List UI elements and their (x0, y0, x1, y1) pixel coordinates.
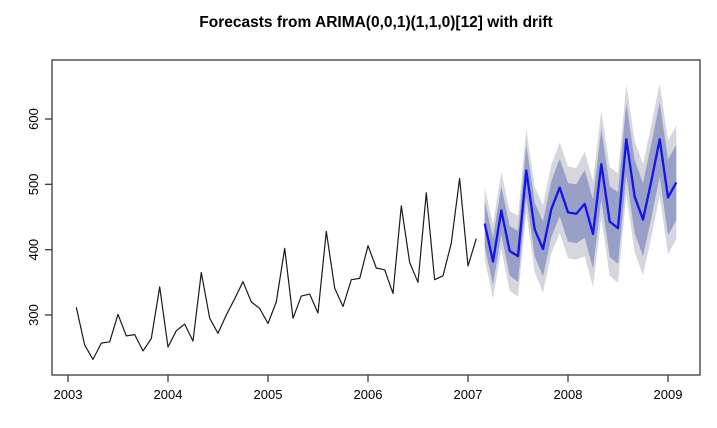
y-tick-label: 400 (26, 239, 41, 261)
x-tick-label: 2004 (154, 387, 183, 402)
y-tick-label: 600 (26, 108, 41, 130)
x-tick-label: 2005 (254, 387, 283, 402)
forecast-mean-line (483, 138, 678, 263)
y-tick-label: 500 (26, 173, 41, 195)
x-tick-label: 2006 (354, 387, 383, 402)
series-lines (75, 138, 678, 360)
plot-border-box (51, 59, 701, 376)
y-tick-label: 300 (26, 304, 41, 326)
x-tick-label: 2003 (54, 387, 83, 402)
x-tick-label: 2008 (554, 387, 583, 402)
x-tick-label: 2009 (654, 387, 683, 402)
axes: 2003 2004 2005 2006 2007 2008 2009 300 400 500 600 (26, 59, 701, 402)
observed-series-line (75, 177, 477, 360)
x-tick-label: 2007 (454, 387, 483, 402)
chart-title: Forecasts from ARIMA(0,0,1)(1,1,0)[12] w… (199, 14, 552, 31)
